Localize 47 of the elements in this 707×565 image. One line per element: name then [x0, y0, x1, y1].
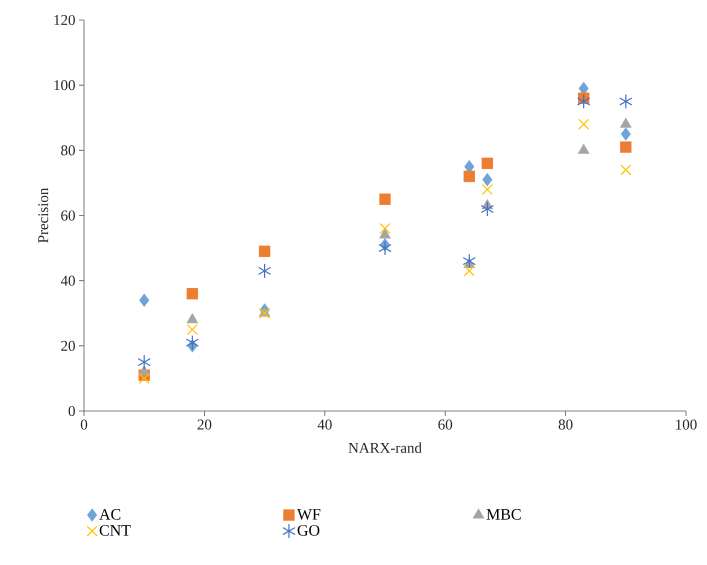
- point: [186, 324, 198, 336]
- point: [379, 223, 391, 234]
- point: [139, 294, 150, 307]
- y-tick-label: 100: [54, 80, 75, 90]
- y-tick-label: 20: [61, 340, 75, 351]
- legend-label: GO: [298, 525, 320, 536]
- point: [462, 254, 476, 269]
- legend-label: CNT: [100, 525, 131, 536]
- point: [138, 354, 151, 370]
- point: [620, 141, 632, 153]
- x-axis-title: NARX-rand: [348, 442, 422, 453]
- point: [186, 288, 198, 300]
- x-tick-label: 40: [318, 420, 332, 430]
- point: [186, 335, 199, 350]
- point: [464, 265, 475, 276]
- x-tick-label: 20: [198, 420, 212, 430]
- point: [379, 194, 391, 205]
- y-tick-label: 60: [61, 210, 75, 221]
- y-tick-label: 120: [54, 14, 75, 26]
- point: [482, 158, 494, 170]
- point: [577, 94, 590, 110]
- point: [578, 144, 590, 154]
- legend-label: MBC: [486, 509, 521, 520]
- point: [480, 201, 494, 217]
- point: [186, 313, 198, 324]
- point: [258, 263, 272, 278]
- point: [620, 118, 632, 128]
- x-tick-label: 80: [558, 420, 573, 430]
- point: [378, 240, 392, 256]
- point: [619, 94, 632, 110]
- point: [620, 164, 632, 176]
- point: [578, 118, 590, 130]
- point: [464, 170, 475, 182]
- y-tick-label: 80: [61, 145, 75, 156]
- point: [482, 172, 492, 186]
- x-tick-label: 0: [80, 420, 88, 430]
- point: [482, 184, 493, 195]
- legend-label: WF: [297, 509, 320, 520]
- y-tick-label: 40: [60, 276, 75, 286]
- x-tick-label: 60: [438, 420, 452, 430]
- y-axis-title: Precision: [38, 188, 48, 243]
- point: [138, 372, 150, 384]
- x-tick-label: 100: [676, 420, 697, 430]
- legend-label: AC: [99, 509, 120, 520]
- point: [620, 127, 631, 141]
- point: [258, 246, 270, 258]
- y-tick-label: 0: [68, 406, 75, 416]
